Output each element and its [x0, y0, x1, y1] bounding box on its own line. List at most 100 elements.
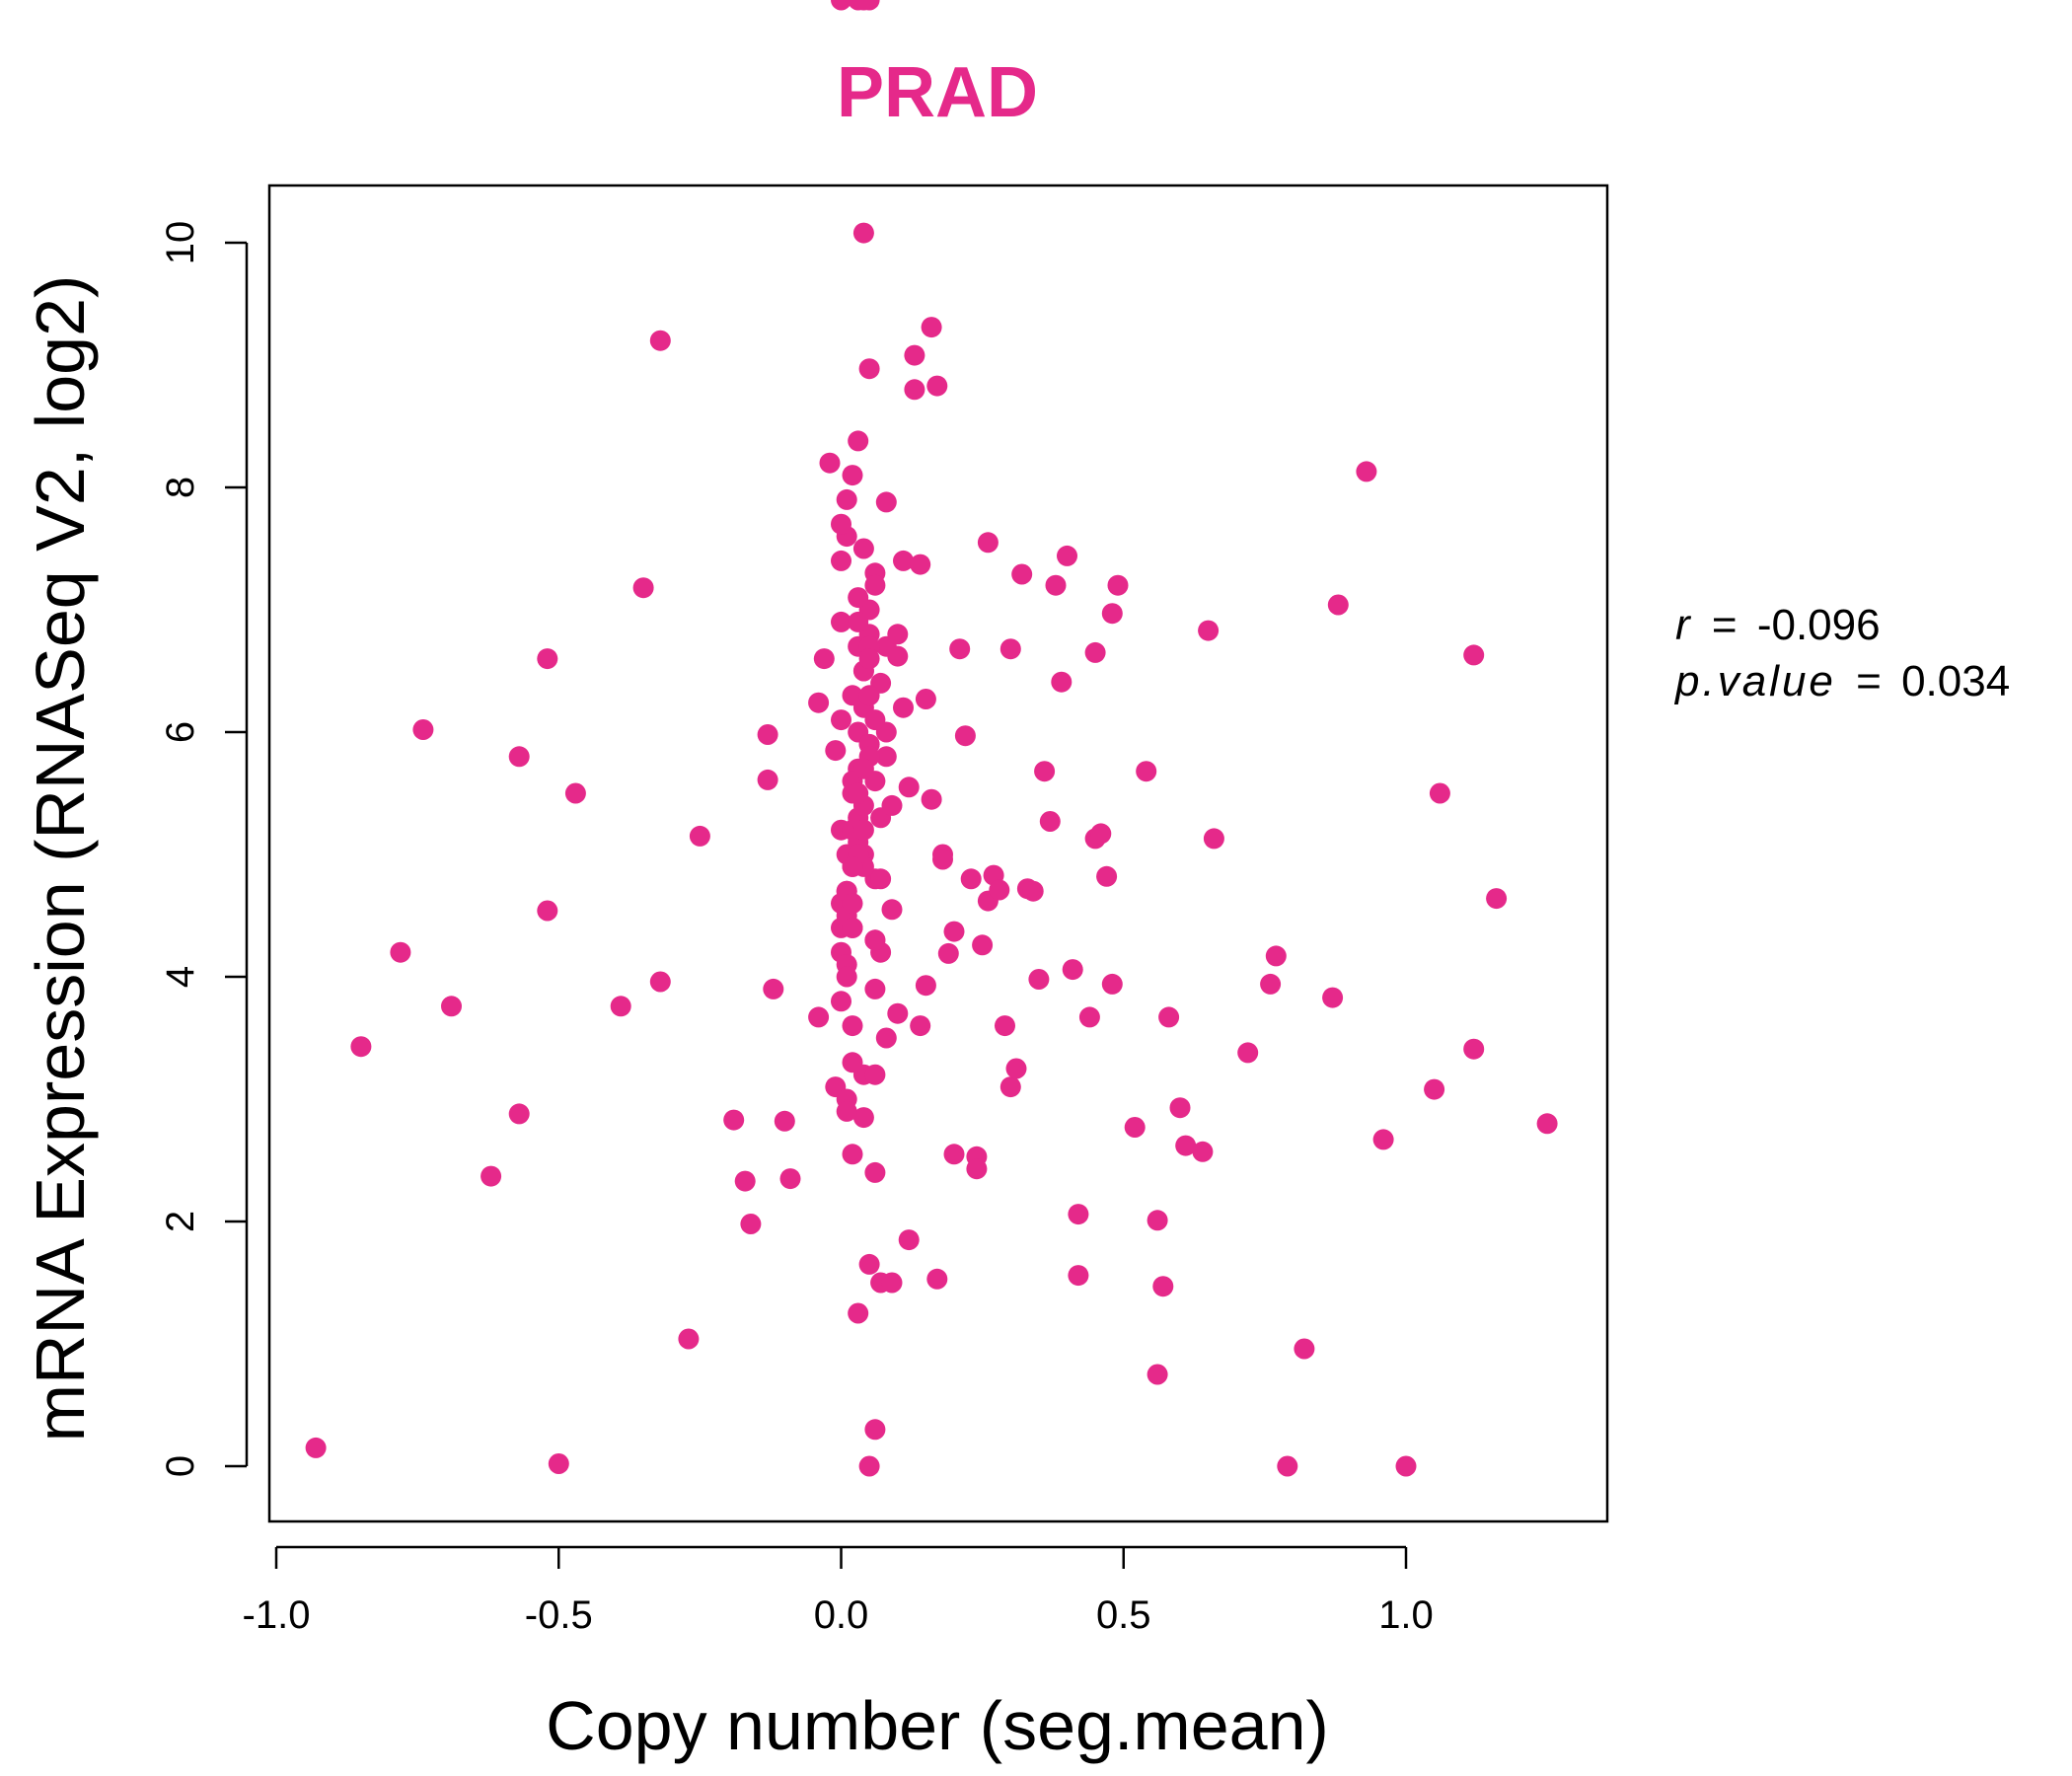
data-point	[910, 554, 931, 575]
y-axis: 0 2 4 6 8 10	[159, 221, 249, 1477]
data-point	[1011, 563, 1033, 585]
data-point	[481, 1165, 502, 1187]
data-point	[926, 375, 948, 397]
data-point	[1107, 574, 1129, 596]
data-point	[689, 825, 710, 847]
data-point	[954, 725, 976, 747]
data-point	[915, 975, 936, 997]
data-point	[1260, 973, 1282, 995]
data-point	[779, 1168, 801, 1190]
data-point	[649, 330, 671, 351]
data-point	[1096, 865, 1118, 887]
data-point	[1327, 594, 1349, 616]
data-point	[757, 724, 778, 745]
data-point	[508, 746, 530, 768]
x-axis-title: Copy number (seg.mean)	[546, 1687, 1329, 1764]
data-point	[898, 1229, 920, 1251]
data-point	[932, 849, 953, 870]
data-point	[831, 513, 851, 535]
data-point	[757, 769, 778, 790]
data-point	[842, 465, 863, 486]
data-point	[999, 1076, 1021, 1098]
data-point	[1147, 1210, 1168, 1231]
data-point	[966, 1158, 988, 1180]
data-point	[1028, 969, 1050, 990]
p-value: 0.034	[1901, 657, 2010, 705]
data-point	[852, 222, 874, 244]
data-point	[960, 868, 982, 890]
data-point	[864, 574, 886, 596]
data-point	[864, 1161, 886, 1183]
data-point	[848, 1302, 869, 1324]
plot-frame	[267, 184, 1609, 1523]
data-point	[864, 978, 886, 999]
data-point	[989, 879, 1010, 901]
data-point	[893, 550, 914, 571]
data-point	[390, 941, 411, 963]
r-value: -0.096	[1757, 601, 1881, 649]
data-point	[1005, 1058, 1027, 1079]
data-point	[723, 1109, 745, 1131]
data-point	[564, 782, 586, 804]
data-point	[904, 379, 925, 401]
data-point	[977, 532, 999, 554]
data-point	[864, 1419, 886, 1441]
data-point	[858, 1253, 880, 1275]
data-point	[1090, 823, 1112, 845]
data-point	[1147, 1364, 1168, 1385]
data-point	[831, 611, 851, 632]
y-tick-label: 2	[159, 1211, 202, 1232]
data-point	[1356, 461, 1377, 482]
correlation-stat: r = -0.096	[1675, 601, 1881, 649]
data-point	[1045, 574, 1067, 596]
data-point	[864, 929, 886, 951]
data-point	[904, 344, 925, 366]
data-point	[548, 1453, 569, 1474]
x-axis: -1.0 -0.5 0.0 0.5 1.0	[243, 1545, 1434, 1637]
data-point	[1429, 782, 1450, 804]
data-point	[305, 1437, 327, 1458]
data-point	[1463, 644, 1485, 666]
data-point	[1463, 1038, 1485, 1060]
data-point	[1034, 761, 1056, 782]
data-point	[943, 1144, 965, 1165]
data-point	[1169, 1097, 1191, 1119]
data-point	[836, 966, 857, 988]
data-point	[1322, 987, 1344, 1008]
data-point	[852, 758, 874, 779]
data-point	[1486, 888, 1508, 910]
data-point	[864, 1064, 886, 1085]
points-layer	[305, 0, 1558, 1477]
data-point	[887, 1002, 909, 1024]
chart-title: PRAD	[837, 53, 1038, 132]
data-point	[831, 991, 851, 1012]
data-point	[1084, 641, 1106, 663]
data-point	[999, 638, 1021, 660]
x-tick-label: 1.0	[1378, 1593, 1434, 1637]
data-point	[926, 1268, 948, 1290]
data-point	[740, 1214, 762, 1234]
data-point	[842, 917, 863, 938]
data-point	[848, 430, 869, 452]
data-point	[1078, 1006, 1100, 1028]
y-tick-label: 6	[159, 721, 202, 743]
data-point	[842, 1052, 863, 1073]
data-point	[852, 819, 874, 841]
data-point	[537, 900, 558, 922]
data-point	[831, 709, 851, 731]
data-point	[1124, 1117, 1146, 1138]
data-point	[1294, 1338, 1315, 1360]
data-point	[1198, 620, 1220, 641]
data-point	[831, 550, 851, 571]
data-point	[537, 648, 558, 670]
y-axis-title: mRNA Expression (RNASeq V2, log2)	[22, 275, 99, 1443]
data-point	[842, 855, 863, 877]
data-point	[632, 577, 654, 599]
p-value-stat: p.value = 0.034	[1673, 657, 2010, 705]
data-point	[875, 491, 897, 513]
data-point	[831, 0, 851, 11]
data-point	[1237, 1042, 1259, 1064]
data-point	[1068, 1204, 1089, 1225]
data-point	[350, 1036, 372, 1058]
